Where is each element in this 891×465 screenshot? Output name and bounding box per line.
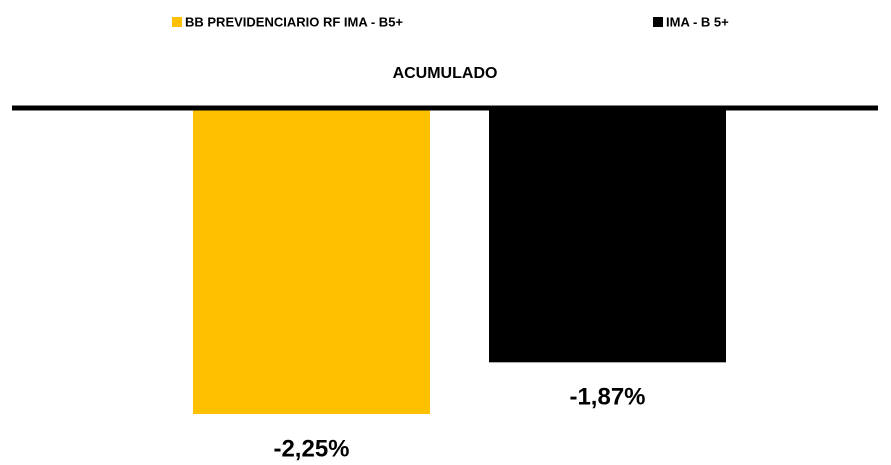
data-label: -2,25% [273, 435, 349, 462]
data-label: -1,87% [569, 384, 645, 411]
legend-swatch [172, 17, 182, 27]
chart-title: ACUMULADO [393, 65, 498, 82]
legend-label: BB PREVIDENCIARIO RF IMA - B5+ [185, 14, 403, 29]
bar [489, 108, 726, 363]
legend-swatch [653, 17, 663, 27]
bar [193, 108, 430, 414]
legend-label: IMA - B 5+ [666, 14, 729, 29]
